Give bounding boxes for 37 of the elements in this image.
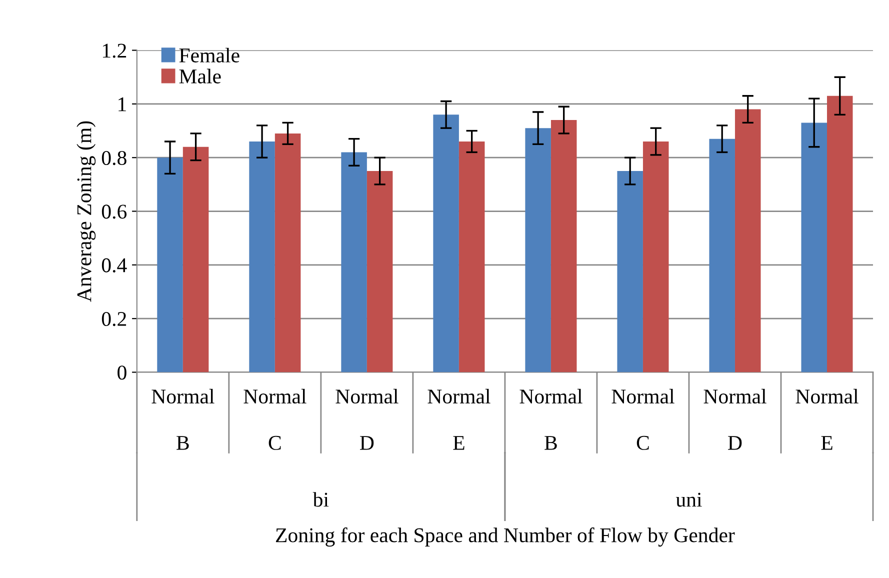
y-tick-label: 0.8: [102, 150, 126, 166]
y-tick-label: 1: [118, 97, 126, 112]
bar: [433, 114, 459, 372]
y-tick-label: 0.2: [102, 312, 126, 326]
bar: [550, 120, 577, 372]
y-tick-label: 0.6: [102, 204, 127, 219]
bar: [274, 133, 301, 372]
bar: [709, 138, 735, 372]
bar: [249, 142, 275, 372]
y-tick-label: 0.4: [102, 258, 127, 272]
category-label: Normal B: [520, 388, 582, 450]
bar: [826, 96, 853, 372]
bar: [801, 122, 827, 372]
bar: [458, 142, 485, 372]
y-tick-label: 1.2: [102, 44, 126, 58]
y-axis-title: Anverage Zoning (m): [76, 121, 96, 302]
bar: [366, 171, 393, 372]
category-label: Normal E: [428, 388, 490, 450]
text: Zoning for each Space and Number of Flow by Gender: [276, 527, 735, 547]
text: bi: [312, 492, 329, 507]
bar: [734, 109, 761, 372]
text: uni: [676, 492, 702, 507]
bar: [182, 146, 209, 372]
category-label: Normal D: [704, 388, 766, 450]
legend-label: Male: [179, 68, 221, 84]
category-label: Normal E: [796, 388, 858, 450]
bar: [642, 142, 669, 372]
y-tick-label: 0: [118, 366, 126, 380]
bar: [341, 152, 367, 372]
category-label: Normal C: [244, 388, 306, 450]
legend-label: Female: [179, 48, 240, 62]
category-label: Normal D: [336, 388, 398, 450]
category-label: Normal C: [612, 388, 674, 450]
bar: [617, 171, 643, 372]
bar: [525, 128, 551, 372]
category-label: Normal B: [152, 388, 214, 450]
bar: [157, 158, 183, 372]
